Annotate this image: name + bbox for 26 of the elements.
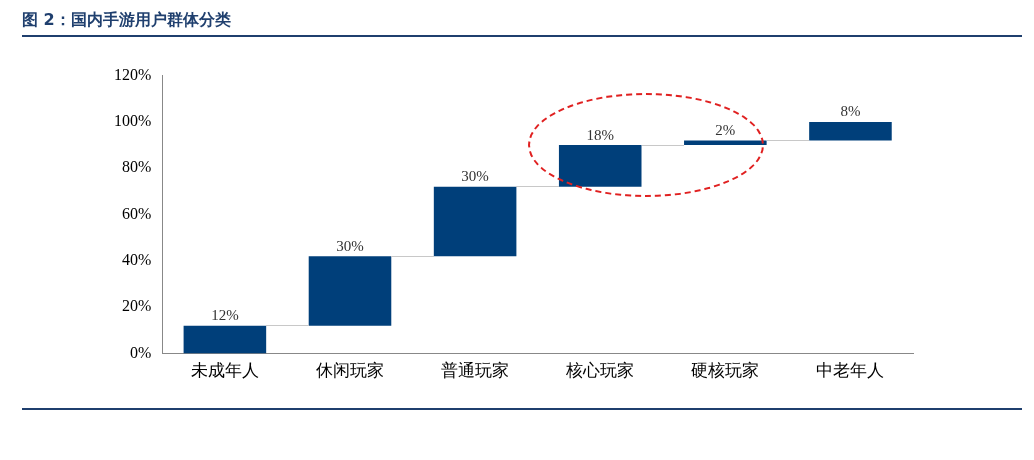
bar: [433, 186, 517, 257]
x-tick-label: 未成年人: [190, 360, 259, 381]
y-tick-label: 120%: [114, 65, 152, 83]
bar: [183, 325, 267, 354]
data-label: 2%: [715, 121, 736, 138]
data-label: 18%: [586, 126, 614, 143]
data-label: 12%: [211, 307, 239, 324]
y-tick-label: 40%: [122, 251, 152, 269]
x-tick-label: 中老年人: [816, 360, 885, 381]
bar: [684, 140, 767, 146]
x-tick-label: 普通玩家: [441, 360, 510, 381]
data-label: 30%: [336, 237, 364, 254]
data-label: 30%: [461, 168, 489, 185]
y-tick-label: 100%: [114, 112, 152, 130]
y-tick-label: 80%: [122, 158, 152, 176]
chart-title: 图 2：国内手游用户群体分类: [22, 10, 1022, 37]
bar: [308, 256, 392, 326]
x-tick-label: 休闲玩家: [316, 360, 384, 381]
bar: [809, 121, 892, 141]
y-tick-label: 0%: [130, 343, 152, 361]
y-tick-label: 60%: [122, 204, 152, 222]
x-tick-label: 硬核玩家: [691, 360, 760, 381]
data-label: 8%: [840, 103, 861, 120]
y-tick-label: 20%: [122, 297, 152, 315]
bar: [558, 145, 642, 187]
x-tick-label: 核心玩家: [565, 360, 635, 381]
